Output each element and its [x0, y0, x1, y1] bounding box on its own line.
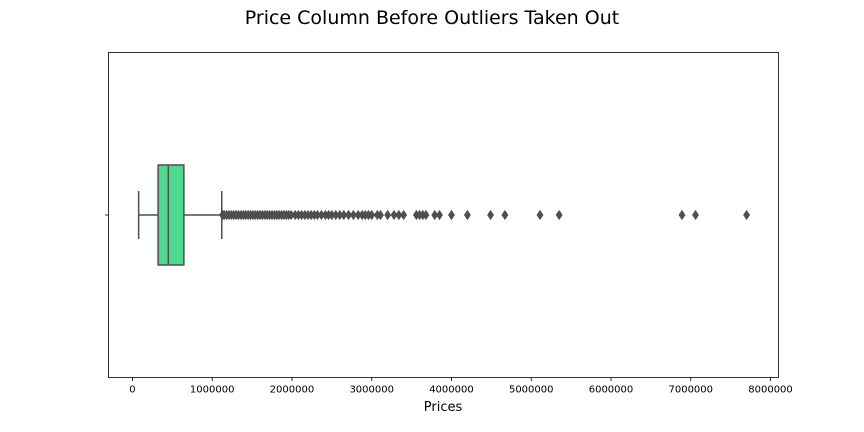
x-axis-title: Prices — [424, 400, 463, 415]
iqr-box — [157, 164, 185, 266]
outlier-point — [536, 209, 544, 221]
outlier-point — [448, 209, 455, 221]
outlier-point — [555, 209, 563, 221]
outlier-point — [463, 209, 471, 221]
x-axis: 0 1000000 2000000 3000000 4000000 5000000 6000… — [105, 214, 793, 396]
outlier-point — [501, 209, 509, 221]
x-tick-label: 6000000 — [589, 385, 634, 396]
plot-area — [137, 164, 751, 266]
outlier-point — [743, 209, 751, 221]
x-tick-label: 8000000 — [748, 385, 793, 396]
x-tick-label: 7000000 — [668, 385, 713, 396]
outlier-point — [678, 209, 686, 221]
outlier-point — [340, 209, 348, 221]
outlier-point — [431, 209, 439, 221]
x-tick-label: 3000000 — [349, 385, 394, 396]
outlier-point — [390, 209, 398, 221]
x-tick-label: 4000000 — [429, 385, 474, 396]
x-tick-label: 0 — [129, 385, 135, 396]
outlier-point — [400, 209, 408, 221]
x-tick-label: 5000000 — [509, 385, 554, 396]
outlier-point — [349, 209, 357, 221]
outlier-point — [345, 209, 353, 221]
outlier-point — [368, 209, 376, 221]
outlier-point — [377, 209, 384, 221]
chart-title: Price Column Before Outliers Taken Out — [245, 7, 619, 29]
outlier-point — [692, 209, 700, 221]
outlier-point — [436, 209, 443, 221]
x-tick-label: 2000000 — [270, 385, 315, 396]
outlier-point — [487, 209, 495, 221]
outlier-point — [422, 209, 430, 221]
outlier-point — [395, 209, 403, 221]
x-tick-label: 1000000 — [190, 385, 235, 396]
outlier-point — [384, 209, 392, 221]
